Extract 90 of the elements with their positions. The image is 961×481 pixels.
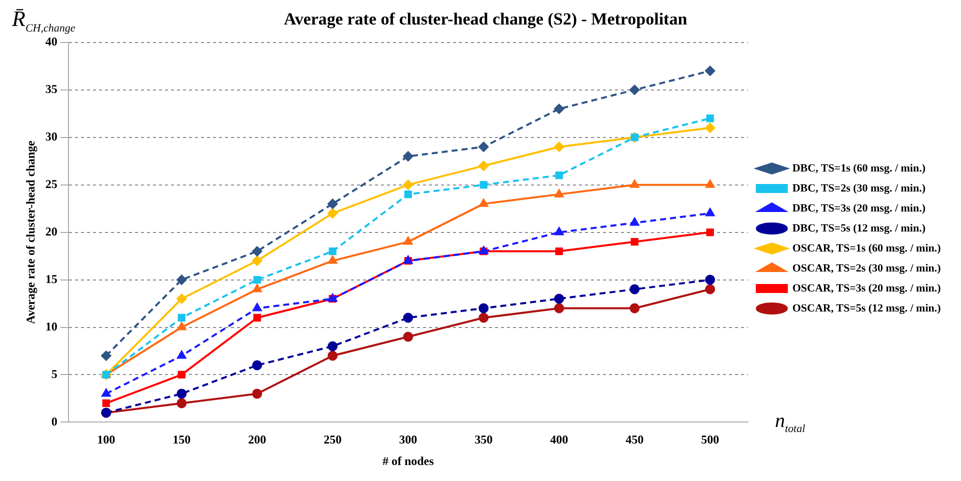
- legend-label: DBC, TS=3s (20 msg. / min.): [792, 202, 926, 214]
- point: [478, 312, 489, 323]
- point: [705, 284, 716, 294]
- point: [705, 274, 716, 285]
- point: [178, 370, 186, 379]
- point: [705, 66, 716, 76]
- legend-label: DBC, TS=1s (60 msg. / min.): [792, 162, 926, 174]
- legend-label: DBC, TS=5s (12 msg. / min.): [792, 222, 926, 234]
- point: [102, 399, 110, 408]
- y-tick-label: 15: [45, 272, 58, 286]
- x-axis-title: # of nodes: [382, 454, 434, 468]
- x-tick-label: 300: [399, 432, 418, 446]
- y-tick-label: 10: [45, 319, 58, 334]
- point: [555, 247, 563, 256]
- point: [252, 388, 262, 399]
- point: [177, 350, 186, 359]
- point: [478, 142, 489, 152]
- point: [554, 189, 564, 198]
- point: [403, 312, 414, 323]
- point: [630, 303, 640, 314]
- point: [252, 284, 262, 292]
- x-tick-label: 450: [626, 432, 644, 446]
- y-tick-label: 35: [45, 82, 58, 96]
- legend-label: OSCAR, TS=1s (60 msg. / min.): [792, 242, 942, 254]
- x-tick-label: 150: [172, 432, 191, 446]
- point: [328, 198, 338, 209]
- point: [176, 398, 187, 408]
- point: [630, 84, 640, 95]
- point: [253, 314, 261, 322]
- x-tick-label: 500: [701, 432, 720, 446]
- point: [706, 208, 715, 216]
- point: [554, 294, 564, 304]
- y-tick-label: 25: [45, 176, 58, 191]
- point: [403, 332, 414, 342]
- point: [554, 227, 564, 236]
- y-tick-label: 0: [51, 414, 58, 428]
- point: [478, 160, 489, 171]
- point: [630, 218, 640, 226]
- point: [102, 388, 111, 397]
- point: [705, 122, 716, 133]
- point: [328, 341, 338, 352]
- y-tick-label: 5: [51, 366, 58, 381]
- point: [252, 303, 262, 312]
- point: [555, 172, 563, 180]
- point: [403, 151, 414, 162]
- y-tick-label: 40: [45, 34, 58, 48]
- point: [328, 247, 336, 256]
- point: [706, 180, 715, 188]
- point: [253, 276, 261, 284]
- point: [478, 303, 489, 314]
- point: [706, 228, 714, 236]
- legend-label: OSCAR, TS=5s (12 msg. / min.): [792, 302, 942, 314]
- point: [328, 350, 338, 361]
- point: [101, 350, 112, 361]
- point: [706, 114, 714, 122]
- x-tick-label: 350: [474, 432, 493, 446]
- point: [630, 238, 638, 246]
- point: [554, 303, 564, 314]
- x-tick-label: 400: [550, 432, 568, 446]
- y-tick-label: 30: [45, 129, 58, 144]
- point: [404, 236, 413, 245]
- point: [404, 190, 412, 198]
- point: [554, 104, 564, 114]
- point: [328, 256, 338, 264]
- point: [176, 274, 187, 285]
- text: n$_{total}$: [775, 410, 806, 435]
- legend-label: DBC, TS=2s (30 msg. / min.): [792, 182, 926, 194]
- chart-title: Average rate of cluster-head change (S2) - Metropolitan: [284, 10, 688, 29]
- point: [480, 180, 488, 189]
- legend-label: OSCAR, TS=2s (30 msg. / min.): [792, 262, 942, 274]
- text: R̄$_{CH,change}$: [12, 6, 76, 34]
- point: [252, 256, 262, 266]
- point: [176, 294, 187, 304]
- point: [177, 322, 186, 330]
- point: [630, 180, 640, 188]
- y-tick-label: 20: [45, 224, 58, 238]
- point: [630, 284, 640, 294]
- y-axis-title: Average rate of cluster-head change: [23, 140, 38, 324]
- point: [252, 360, 262, 370]
- legend-label: OSCAR, TS=3s (20 msg. / min.): [792, 282, 942, 294]
- x-tick-label: 100: [97, 432, 116, 446]
- point: [403, 180, 414, 190]
- point: [554, 142, 564, 152]
- x-tick-label: 250: [324, 432, 342, 446]
- point: [176, 388, 187, 399]
- x-tick-label: 200: [248, 432, 266, 446]
- point: [178, 314, 186, 322]
- point: [252, 246, 262, 256]
- point: [479, 198, 488, 207]
- point: [328, 208, 338, 218]
